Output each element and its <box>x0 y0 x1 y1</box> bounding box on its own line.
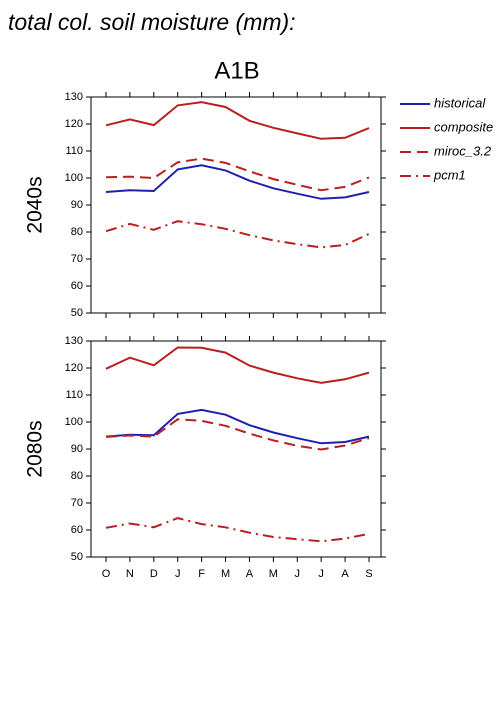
series-line <box>105 346 370 384</box>
legend-label: composite <box>434 119 493 134</box>
x-tick-label: M <box>221 568 230 580</box>
y-tick-label: 90 <box>71 199 83 211</box>
x-tick-label: M <box>269 568 278 580</box>
y-tick-label: 80 <box>71 226 83 238</box>
y-tick-label: 50 <box>71 551 83 563</box>
y-tick-label: 110 <box>65 389 83 401</box>
y-tick-label: 70 <box>71 497 83 509</box>
y-tick-label: 50 <box>71 307 83 319</box>
panel-label: 2040s <box>24 176 47 233</box>
series-line <box>105 164 370 200</box>
x-tick-label: A <box>341 568 349 580</box>
x-tick-label: N <box>126 568 134 580</box>
x-tick-label: F <box>198 568 205 580</box>
x-tick-label: J <box>175 568 181 580</box>
y-tick-label: 80 <box>71 470 83 482</box>
y-tick-label: 60 <box>71 280 83 292</box>
series-line <box>105 101 370 140</box>
legend-label: historical <box>434 95 486 110</box>
x-tick-label: A <box>246 568 254 580</box>
series-line <box>105 157 370 192</box>
x-tick-label: S <box>365 568 372 580</box>
legend-label: miroc_3.2 <box>434 143 492 158</box>
y-tick-label: 100 <box>65 416 83 428</box>
y-tick-label: 120 <box>65 118 83 130</box>
x-tick-label: J <box>295 568 301 580</box>
chart-title: A1B <box>214 57 259 84</box>
panel-label: 2080s <box>24 420 47 477</box>
y-tick-label: 90 <box>71 443 83 455</box>
y-tick-label: 110 <box>65 145 83 157</box>
y-tick-label: 100 <box>65 172 83 184</box>
y-tick-label: 120 <box>65 362 83 374</box>
series-line <box>105 408 370 445</box>
series-line <box>105 517 370 543</box>
series-line <box>105 418 370 451</box>
x-tick-label: O <box>102 568 111 580</box>
legend-label: pcm1 <box>433 167 466 182</box>
y-tick-label: 130 <box>65 335 83 347</box>
y-tick-label: 60 <box>71 524 83 536</box>
y-tick-label: 70 <box>71 253 83 265</box>
x-tick-label: J <box>318 568 324 580</box>
y-tick-label: 130 <box>65 91 83 103</box>
x-tick-label: D <box>150 568 158 580</box>
page-title: total col. soil moisture (mm): <box>8 9 296 35</box>
